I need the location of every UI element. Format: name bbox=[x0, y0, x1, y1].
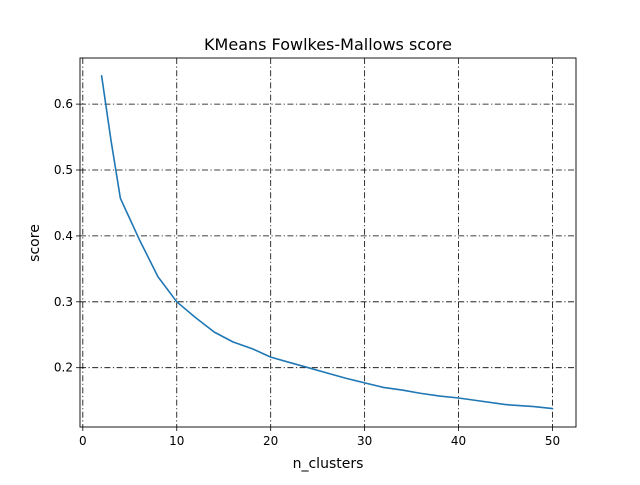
plot-frame bbox=[79, 57, 577, 428]
y-tick-label: 0.6 bbox=[54, 97, 73, 111]
y-tick-label: 0.4 bbox=[54, 229, 73, 243]
y-tick-label: 0.5 bbox=[54, 163, 73, 177]
x-tick-label: 50 bbox=[545, 434, 560, 448]
x-tick-label: 0 bbox=[79, 434, 87, 448]
x-tick-label: 40 bbox=[451, 434, 466, 448]
chart-title: KMeans Fowlkes-Mallows score bbox=[204, 35, 452, 54]
x-tick-label: 30 bbox=[357, 434, 372, 448]
y-tick-label: 0.3 bbox=[54, 295, 73, 309]
x-axis-label: n_clusters bbox=[293, 456, 364, 472]
tick-layer: 0 10 20 30 40 50 0.2 0.3 0.4 0.5 0.6 bbox=[54, 97, 560, 448]
x-tick-label: 10 bbox=[169, 434, 184, 448]
grid-layer bbox=[80, 58, 576, 427]
series-line-0 bbox=[100, 74, 554, 410]
y-axis-label: score bbox=[27, 224, 43, 262]
y-tick-label: 0.2 bbox=[54, 361, 73, 375]
series-layer bbox=[100, 74, 554, 410]
x-tick-label: 20 bbox=[263, 434, 278, 448]
